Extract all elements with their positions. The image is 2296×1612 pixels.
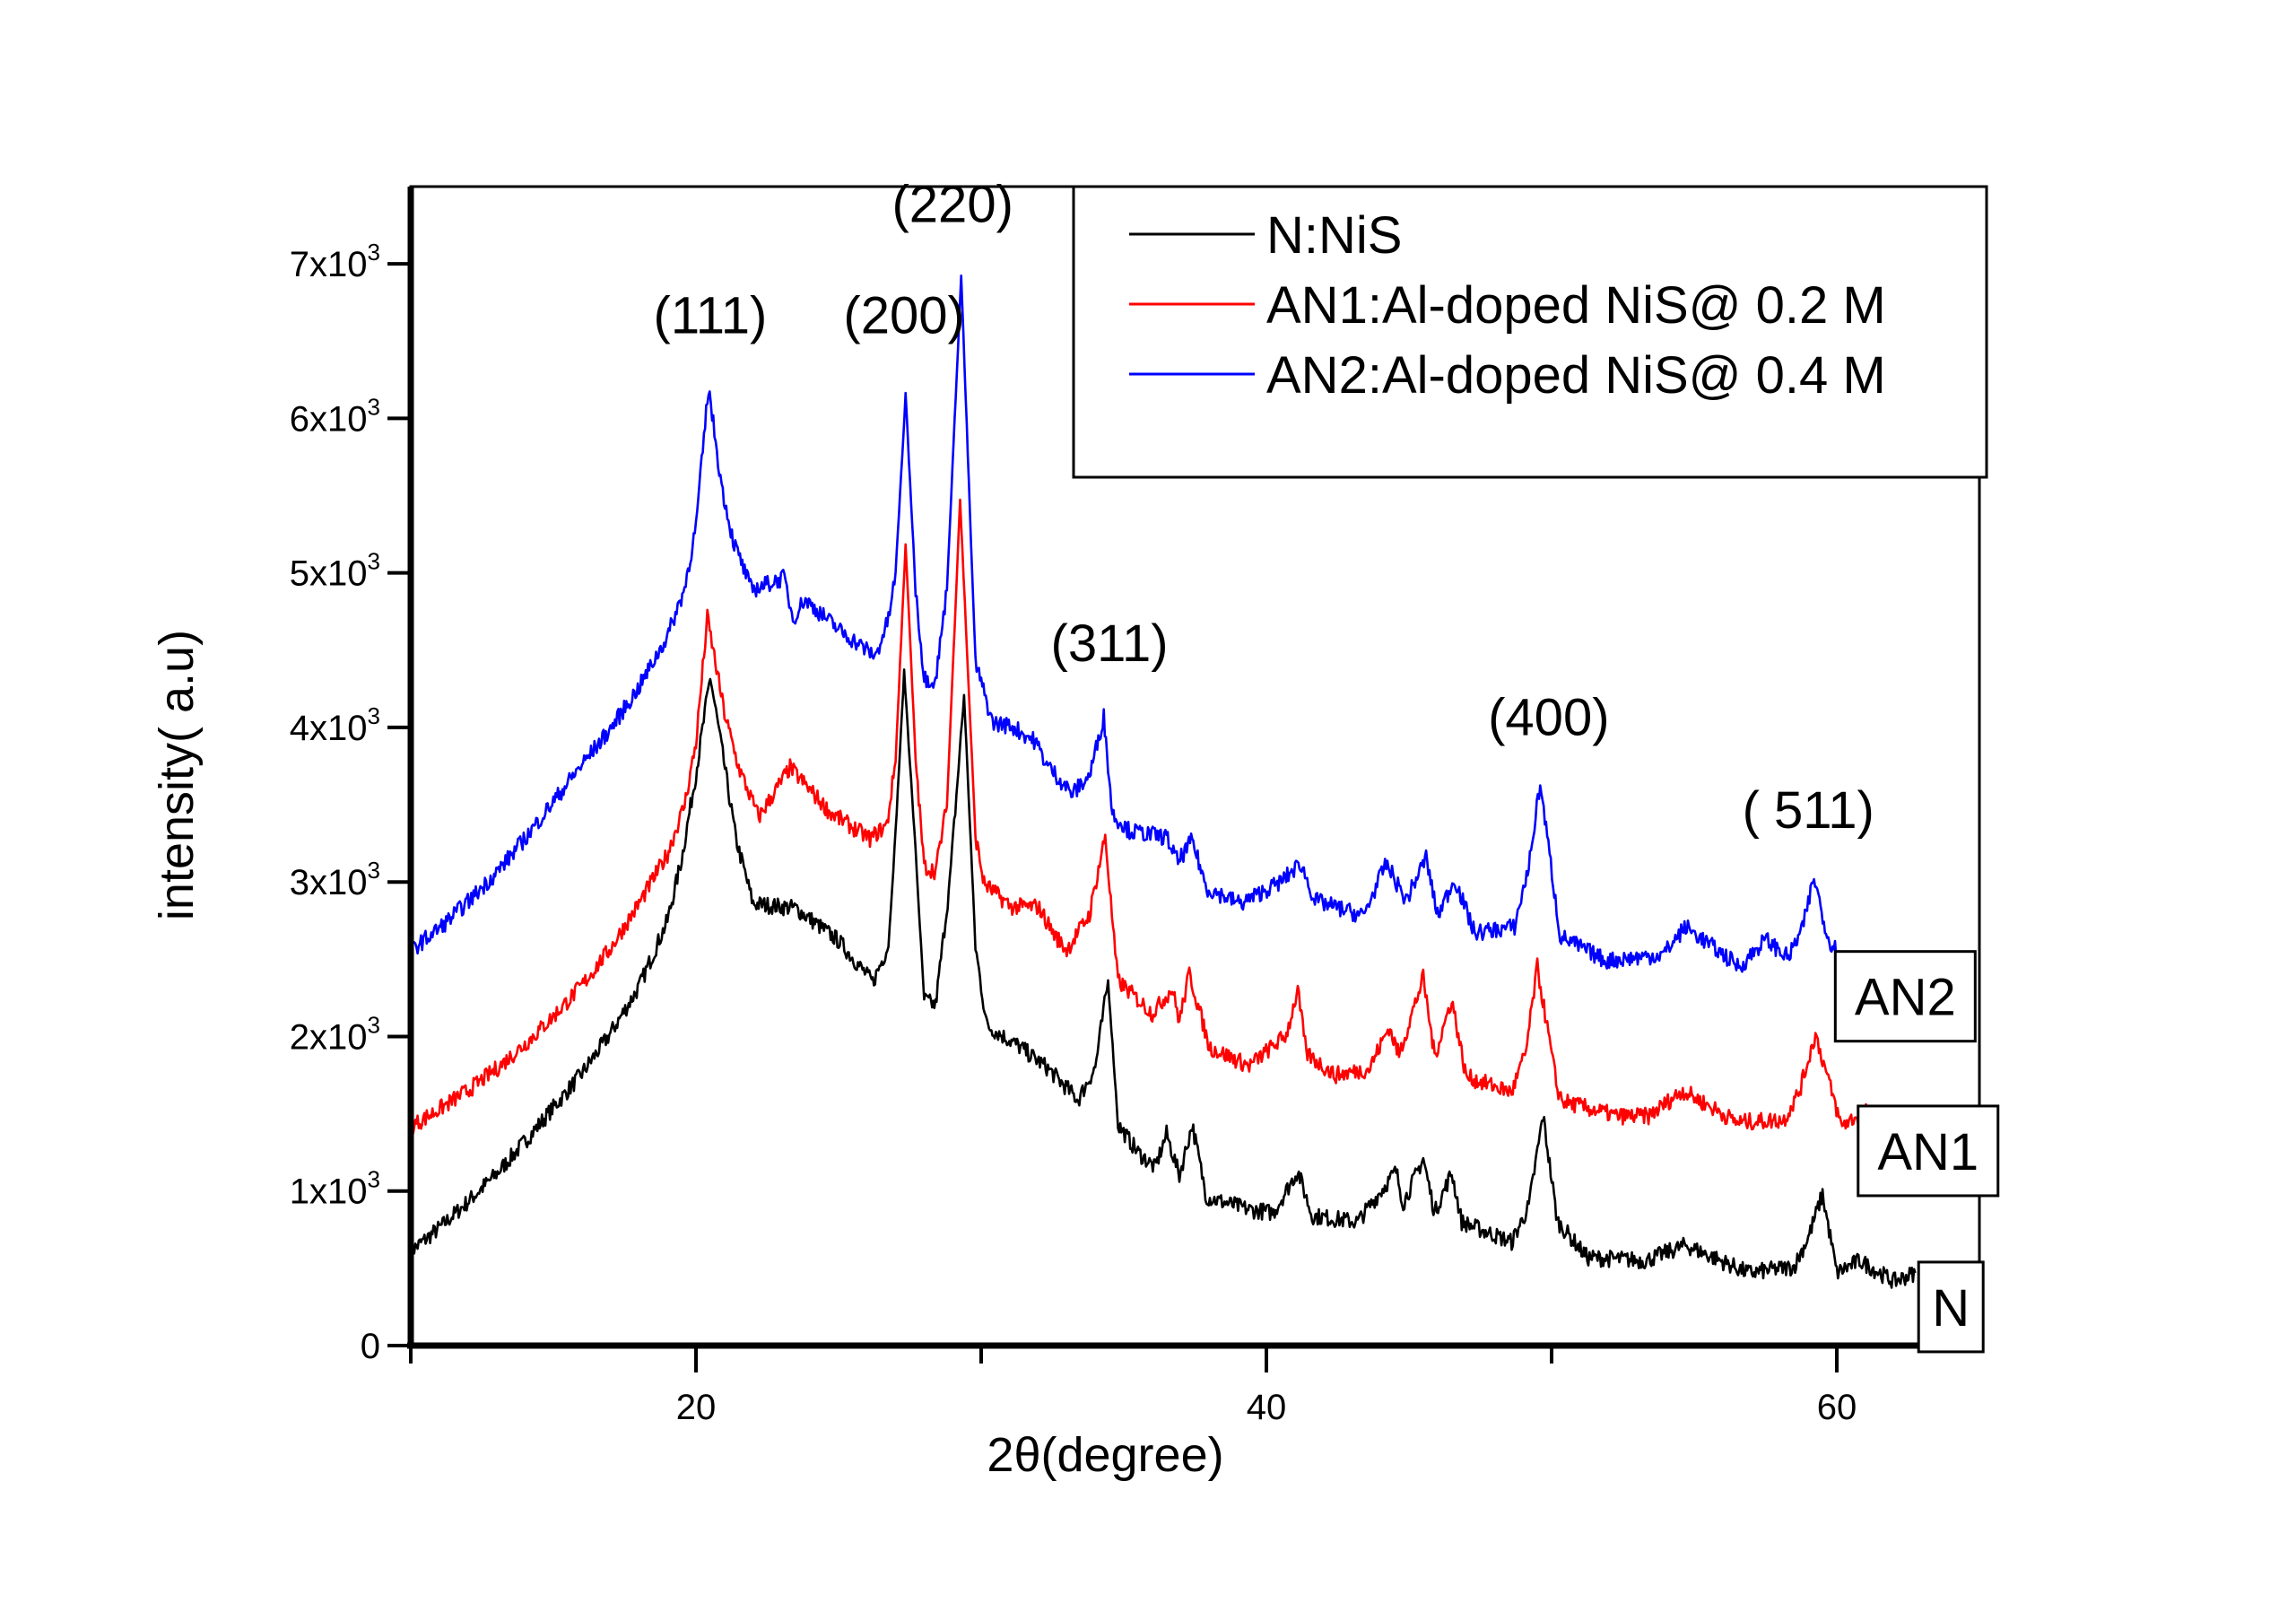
y-tick-base: 4x10: [290, 709, 368, 748]
y-tick-exponent: 3: [368, 239, 380, 266]
sample-tag-box-n: [1917, 1260, 1985, 1354]
sample-tag-box-an2: [1833, 950, 1977, 1043]
peak-label: (311): [1051, 614, 1169, 673]
x-tick-label-40: 40: [1247, 1388, 1287, 1427]
y-tick-exponent: 3: [368, 857, 380, 884]
y-tick-exponent: 3: [368, 548, 380, 575]
x-tick-label-20: 20: [676, 1388, 717, 1427]
peak-label: (220): [891, 176, 1013, 234]
y-tick-label-7000: 7x103: [290, 239, 380, 284]
peak-label: (200): [843, 287, 964, 345]
x-tick-label-60: 60: [1817, 1388, 1857, 1427]
y-tick-exponent: 3: [368, 702, 380, 729]
y-tick-label-5000: 5x103: [290, 548, 380, 594]
y-tick-base: 1x10: [290, 1172, 368, 1212]
y-tick-base: 6x10: [290, 399, 368, 439]
sample-tag-an2: AN2: [1855, 969, 1956, 1027]
sample-tag-n: N: [1932, 1279, 1970, 1338]
y-tick-base: 7x10: [290, 245, 368, 284]
legend: N:NiS AN1:Al-doped NiS@ 0.2 M AN2:Al-doped…: [1072, 185, 1988, 479]
x-axis-title: 2θ(degree): [987, 1428, 1223, 1482]
y-tick-exponent: 3: [368, 1011, 380, 1038]
peak-label: (111): [654, 287, 768, 345]
legend-label-an1: AN1:Al-doped NiS@ 0.2 M: [1266, 276, 1886, 335]
y-tick-label-2000: 2x103: [290, 1011, 380, 1057]
y-axis-title: intensity( a.u): [150, 630, 204, 920]
sample-tag-box-an1: [1857, 1104, 2000, 1198]
sample-tags: AN2 AN1 N: [1833, 950, 2000, 1354]
series-line-an2: [409, 274, 1846, 973]
y-tick-label-4000: 4x103: [290, 702, 380, 748]
series-line-n: [409, 668, 1917, 1289]
peak-annotations: (111) (200) (220) (311) (400) ( 511): [654, 176, 1874, 840]
y-tick-label-0: 0: [361, 1327, 380, 1366]
series-line-an1: [409, 498, 1870, 1136]
legend-label-an2: AN2:Al-doped NiS@ 0.4 M: [1266, 346, 1886, 405]
y-tick-exponent: 3: [368, 1166, 380, 1193]
legend-label-n: N:NiS: [1266, 206, 1402, 265]
y-tick-base: 5x10: [290, 554, 368, 594]
y-tick-base: 0: [361, 1327, 380, 1366]
peak-label: (400): [1488, 689, 1609, 747]
x-axis-ticks: 20 40 60: [409, 1346, 1857, 1427]
peak-label: ( 511): [1743, 781, 1874, 840]
y-tick-exponent: 3: [368, 393, 380, 420]
y-tick-base: 2x10: [290, 1017, 368, 1057]
y-tick-label-6000: 6x103: [290, 393, 380, 439]
y-tick-base: 3x10: [290, 863, 368, 902]
y-tick-label-3000: 3x103: [290, 857, 380, 902]
series-layer: [409, 274, 1917, 1289]
y-tick-label-1000: 1x103: [290, 1166, 380, 1212]
sample-tag-an1: AN1: [1877, 1123, 1979, 1181]
